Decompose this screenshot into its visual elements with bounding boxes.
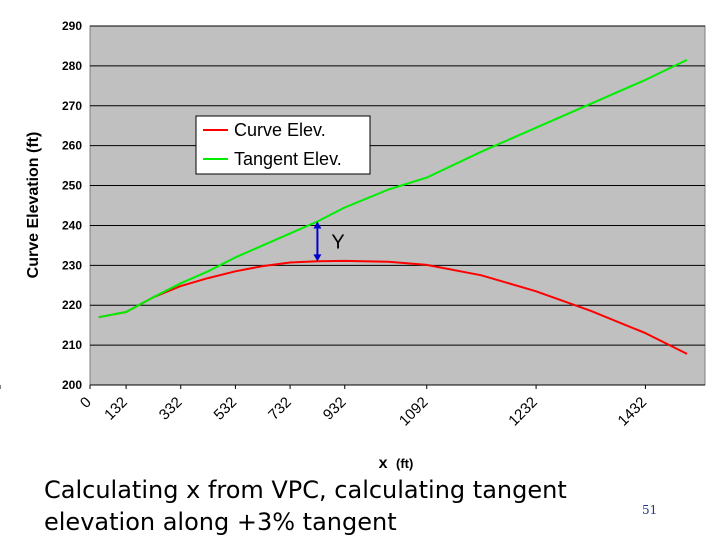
y-axis-title: Curve Elevation (ft) bbox=[25, 132, 42, 279]
x-tick-label: 732 bbox=[265, 394, 295, 424]
y-tick-label: 290 bbox=[62, 19, 82, 33]
x-tick-label: 1232 bbox=[505, 394, 541, 430]
y-tick-label: 280 bbox=[62, 59, 82, 73]
y-tick-label: 230 bbox=[62, 258, 82, 272]
legend-label-curve: Curve Elev. bbox=[234, 120, 326, 140]
x-tick-label: 932 bbox=[320, 394, 350, 424]
legend-box bbox=[195, 115, 371, 175]
plot-area bbox=[89, 25, 706, 386]
x-tick-label: 0 bbox=[77, 394, 95, 412]
x-tick-label: 1092 bbox=[396, 394, 432, 430]
y-tick-label: 260 bbox=[62, 139, 82, 153]
legend: Curve Elev. Tangent Elev. bbox=[195, 115, 371, 175]
x-axis-title-letter: x bbox=[379, 455, 388, 472]
y-tick-label: 270 bbox=[62, 99, 82, 113]
slide-caption: Calculating x from VPC, calculating tang… bbox=[44, 474, 624, 538]
x-tick-label: 332 bbox=[156, 394, 186, 424]
legend-label-tangent: Tangent Elev. bbox=[234, 149, 342, 169]
x-tick-label: 132 bbox=[101, 394, 131, 424]
y-tick-label: 210 bbox=[62, 338, 82, 352]
y-tick-label: 220 bbox=[62, 298, 82, 312]
x-axis-title-unit: (ft) bbox=[396, 456, 413, 471]
y-tick-label: 200 bbox=[62, 378, 82, 392]
page-number: 51 bbox=[642, 503, 658, 517]
caption-line-2: elevation along +3% tangent bbox=[44, 508, 397, 536]
annotation-arrow-head-down bbox=[313, 254, 322, 262]
annotation-label: Y bbox=[331, 231, 344, 253]
x-tick-label: 1432 bbox=[615, 394, 651, 430]
y-tick-label: 250 bbox=[62, 179, 82, 193]
annotation-arrow-head-up bbox=[313, 221, 322, 229]
caption-line-1: Calculating x from VPC, calculating tang… bbox=[44, 476, 567, 504]
x-tick-label: 532 bbox=[211, 394, 241, 424]
x-axis-title: x (ft) bbox=[379, 455, 414, 472]
y-tick-label: 240 bbox=[62, 218, 82, 232]
